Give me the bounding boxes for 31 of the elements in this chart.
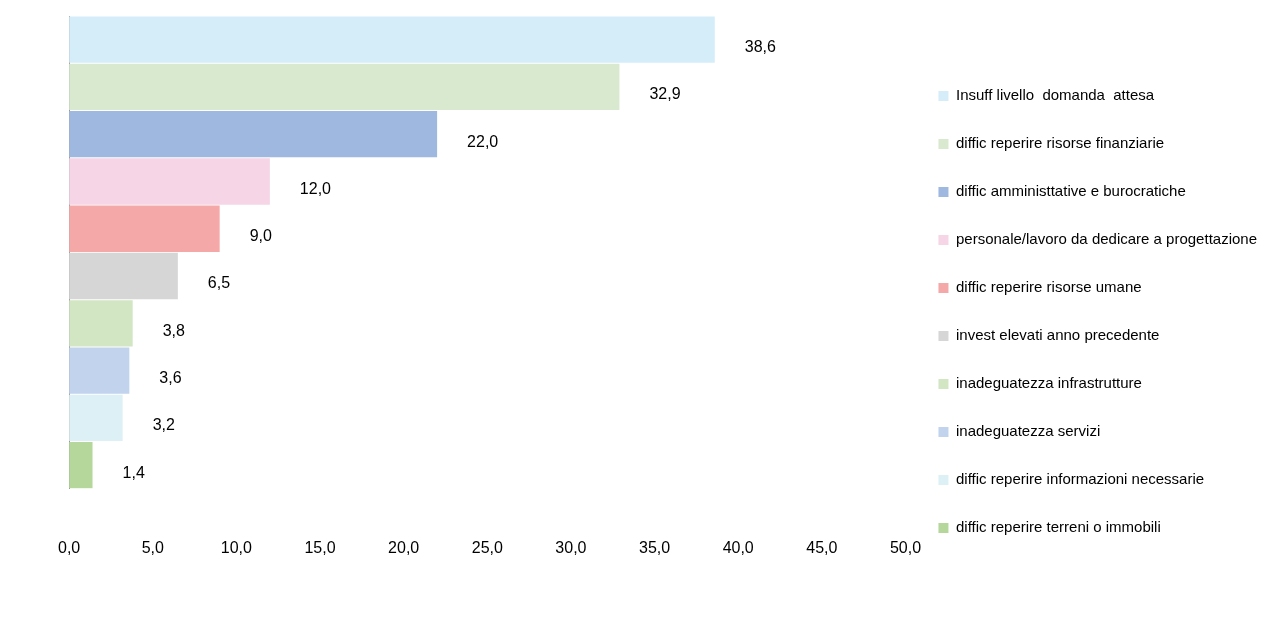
legend-label: diffic reperire informazioni necessarie [955, 470, 1205, 488]
x-tick-label: 40,0 [722, 538, 754, 556]
data-label: 3,6 [159, 369, 182, 387]
legend-label: Insuff livello domanda attesa [955, 86, 1155, 104]
x-tick-label: 10,0 [220, 538, 253, 556]
legend-label: diffic reperire risorse finanziarie [955, 134, 1165, 152]
data-label: 32,9 [649, 85, 681, 103]
data-label: 6,5 [207, 274, 231, 292]
data-label: 3,2 [152, 416, 175, 434]
x-tick-label: 35,0 [638, 538, 671, 556]
legend-label: diffic reperire risorse umane [955, 278, 1142, 296]
legend-label: diffic amministtative e burocratiche [955, 182, 1186, 200]
data-label: 22,0 [467, 132, 499, 150]
x-tick-label: 25,0 [471, 538, 503, 556]
x-tick-label: 0,0 [58, 538, 81, 556]
data-label: 9,0 [249, 227, 273, 245]
data-label: 38,6 [744, 38, 777, 56]
x-tick-label: 50,0 [889, 538, 922, 556]
data-label: 3,8 [162, 321, 186, 339]
data-label: 12,0 [299, 179, 332, 197]
x-tick-label: 45,0 [806, 538, 838, 556]
legend-label: invest elevati anno precedente [955, 326, 1160, 344]
x-tick-label: 30,0 [555, 538, 587, 556]
legend-label: diffic reperire terreni o immobili [955, 518, 1161, 536]
legend-label: inadeguatezza servizi [955, 422, 1101, 440]
data-label: 1,4 [122, 463, 145, 481]
x-tick-label: 15,0 [304, 538, 336, 556]
legend-label: inadeguatezza infrastrutture [955, 374, 1142, 392]
legend-label: personale/lavoro da dedicare a progettazione [955, 230, 1258, 248]
x-tick-label: 20,0 [388, 538, 420, 556]
x-tick-label: 5,0 [141, 538, 164, 556]
